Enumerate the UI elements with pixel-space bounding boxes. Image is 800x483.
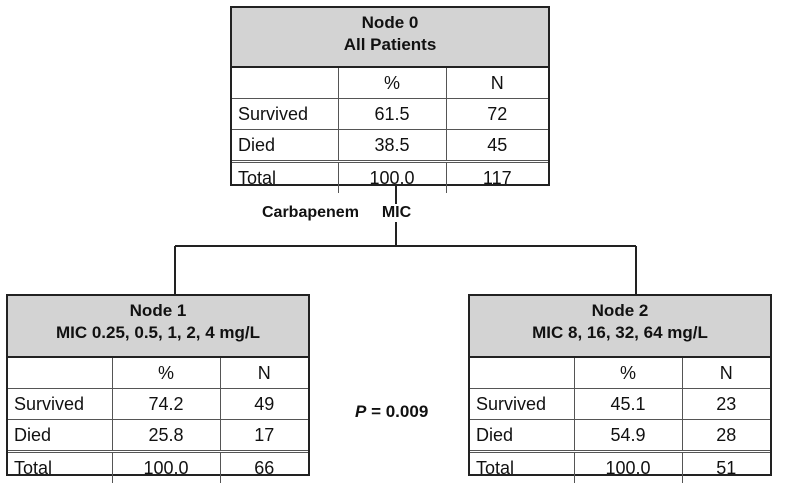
node-1: Node 1 MIC 0.25, 0.5, 1, 2, 4 mg/L % N S… — [6, 294, 310, 476]
row-label: Total — [8, 452, 112, 483]
row-pct: 100.0 — [574, 452, 682, 483]
row-n: 117 — [446, 162, 548, 194]
table-row: Survived 74.2 49 — [8, 389, 308, 420]
table-row: Died 25.8 17 — [8, 420, 308, 452]
split-label-left: Carbapenem — [262, 204, 359, 221]
row-n: 17 — [220, 420, 308, 452]
col-pct-header: % — [338, 68, 446, 99]
row-n: 49 — [220, 389, 308, 420]
table-row-total: Total 100.0 51 — [470, 452, 770, 483]
node-0-title: Node 0 — [232, 12, 548, 34]
table-row: Died 54.9 28 — [470, 420, 770, 452]
node-0-subtitle: All Patients — [232, 34, 548, 56]
row-label: Total — [232, 162, 338, 194]
row-pct: 100.0 — [112, 452, 220, 483]
row-label: Died — [232, 130, 338, 162]
col-n-header: N — [446, 68, 548, 99]
table-row-total: Total 100.0 66 — [8, 452, 308, 483]
table-header-row: % N — [8, 358, 308, 389]
table-row: Died 38.5 45 — [232, 130, 548, 162]
col-pct-header: % — [112, 358, 220, 389]
row-n: 45 — [446, 130, 548, 162]
row-pct: 54.9 — [574, 420, 682, 452]
p-value-text: = 0.009 — [371, 402, 428, 421]
row-pct: 61.5 — [338, 99, 446, 130]
row-pct: 45.1 — [574, 389, 682, 420]
table-row: Survived 61.5 72 — [232, 99, 548, 130]
row-label: Survived — [8, 389, 112, 420]
table-header-row: % N — [232, 68, 548, 99]
node-0-table: % N Survived 61.5 72 Died 38.5 45 Total … — [232, 68, 548, 193]
row-label: Died — [8, 420, 112, 452]
node-2-table: % N Survived 45.1 23 Died 54.9 28 Total … — [470, 358, 770, 483]
node-0: Node 0 All Patients % N Survived 61.5 72… — [230, 6, 550, 186]
split-variable-label: Carbapenem MIC — [262, 204, 411, 222]
table-row: Survived 45.1 23 — [470, 389, 770, 420]
row-pct: 100.0 — [338, 162, 446, 194]
row-n: 51 — [682, 452, 770, 483]
col-n-header: N — [220, 358, 308, 389]
row-n: 72 — [446, 99, 548, 130]
row-pct: 74.2 — [112, 389, 220, 420]
node-2: Node 2 MIC 8, 16, 32, 64 mg/L % N Surviv… — [468, 294, 772, 476]
node-2-header: Node 2 MIC 8, 16, 32, 64 mg/L — [470, 296, 770, 358]
row-label: Died — [470, 420, 574, 452]
node-1-subtitle: MIC 0.25, 0.5, 1, 2, 4 mg/L — [8, 322, 308, 344]
row-label: Survived — [470, 389, 574, 420]
row-n: 28 — [682, 420, 770, 452]
node-1-table: % N Survived 74.2 49 Died 25.8 17 Total … — [8, 358, 308, 483]
table-row-total: Total 100.0 117 — [232, 162, 548, 194]
node-2-title: Node 2 — [470, 300, 770, 322]
row-pct: 38.5 — [338, 130, 446, 162]
node-2-subtitle: MIC 8, 16, 32, 64 mg/L — [470, 322, 770, 344]
row-n: 66 — [220, 452, 308, 483]
col-n-header: N — [682, 358, 770, 389]
node-0-header: Node 0 All Patients — [232, 8, 548, 68]
node-1-header: Node 1 MIC 0.25, 0.5, 1, 2, 4 mg/L — [8, 296, 308, 358]
node-1-title: Node 1 — [8, 300, 308, 322]
row-pct: 25.8 — [112, 420, 220, 452]
col-pct-header: % — [574, 358, 682, 389]
table-header-row: % N — [470, 358, 770, 389]
split-label-right: MIC — [382, 204, 411, 221]
row-label: Survived — [232, 99, 338, 130]
p-value-label: P = 0.009 — [355, 402, 428, 422]
row-label: Total — [470, 452, 574, 483]
p-value-symbol: P — [355, 402, 366, 421]
row-n: 23 — [682, 389, 770, 420]
